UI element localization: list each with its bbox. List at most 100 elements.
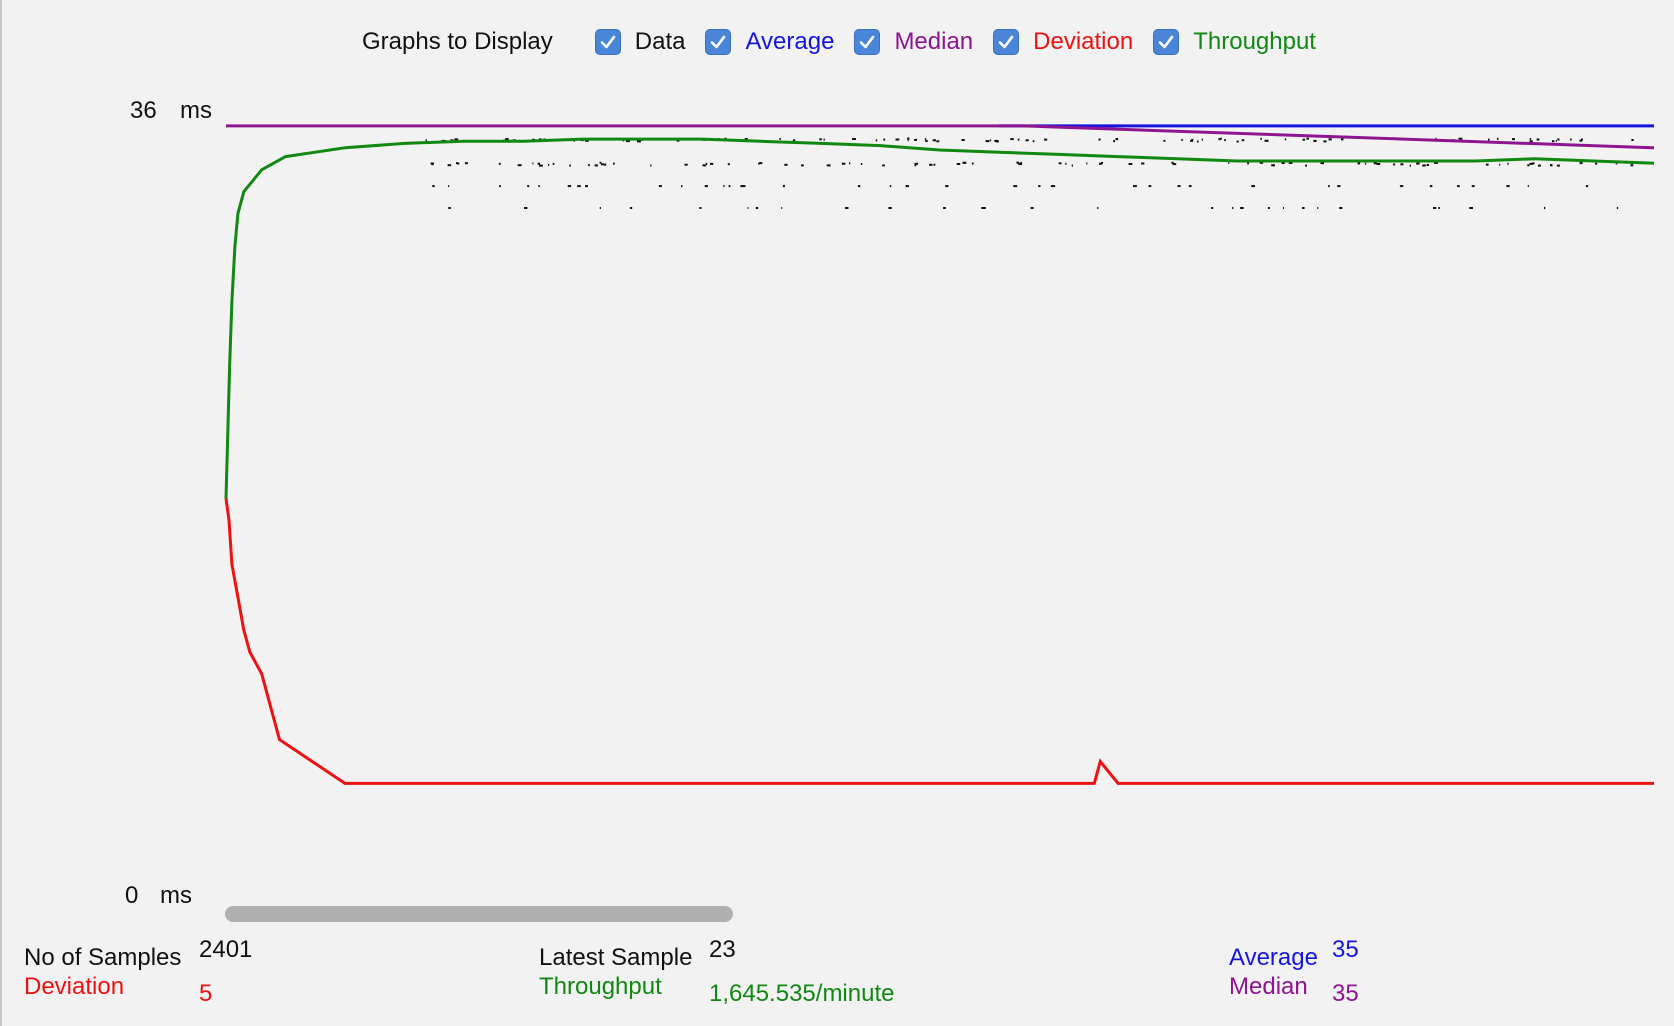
data-sample-point — [1485, 163, 1489, 166]
data-sample-point — [1536, 138, 1540, 141]
data-sample-point — [594, 164, 598, 167]
throughput-checkbox-group[interactable]: Throughput — [1153, 28, 1316, 56]
data-sample-point — [1305, 164, 1307, 167]
data-sample-point — [1232, 207, 1234, 209]
data-sample-point — [603, 163, 607, 166]
data-sample-point — [1141, 162, 1145, 165]
data-sample-point — [971, 162, 974, 165]
data-sample-point — [676, 139, 680, 142]
data-sample-point — [1220, 137, 1222, 140]
data-sample-point — [1016, 161, 1020, 164]
data-sample-point — [929, 163, 933, 166]
data-sample-point — [637, 140, 641, 143]
data-sample-point — [448, 207, 451, 209]
data-sample-point — [1116, 138, 1119, 140]
data-sample-point — [907, 137, 910, 140]
data-sample-point — [819, 138, 822, 141]
data-sample-point — [961, 139, 965, 141]
average-checkbox[interactable] — [705, 29, 732, 55]
throughput-checkbox[interactable] — [1153, 29, 1180, 55]
data-sample-point — [1544, 207, 1546, 209]
data-sample-point — [1190, 139, 1194, 142]
data-sample-point — [1429, 185, 1433, 188]
data-sample-point — [792, 139, 796, 142]
data-sample-point — [1058, 162, 1062, 165]
data-sample-point — [1247, 162, 1249, 165]
data-sample-point — [728, 185, 731, 188]
data-sample-point — [629, 207, 633, 209]
data-sample-point — [924, 138, 927, 141]
data-sample-point — [784, 163, 788, 166]
median-checkbox-group[interactable]: Median — [854, 28, 973, 56]
median-checkbox[interactable] — [854, 29, 881, 55]
data-sample-point — [1032, 140, 1035, 143]
data-checkbox-group[interactable]: Data — [594, 28, 686, 56]
data-sample-point — [1288, 161, 1293, 164]
data-sample-point — [1191, 138, 1194, 141]
data-sample-point — [933, 163, 936, 166]
data-sample-point — [1457, 185, 1460, 188]
data-sample-point — [956, 163, 961, 165]
data-sample-point — [1097, 207, 1099, 209]
data-sample-point — [849, 162, 851, 165]
data-sample-point — [1172, 163, 1177, 166]
median-label: Median — [1229, 973, 1308, 1000]
checkmark-icon — [998, 35, 1014, 49]
data-sample-point — [1499, 163, 1501, 166]
data-sample-point — [826, 164, 831, 167]
data-sample-point — [448, 185, 450, 188]
data-checkbox[interactable] — [594, 29, 621, 55]
data-sample-point — [1469, 207, 1473, 209]
data-sample-point — [1339, 207, 1343, 209]
deviation-checkbox[interactable] — [993, 29, 1020, 55]
data-sample-point — [1527, 164, 1530, 167]
data-sample-point — [1399, 185, 1404, 188]
data-sample-point — [962, 161, 966, 164]
graph-plot-area: 36 ms 0 ms — [2, 62, 1674, 932]
data-sample-point — [914, 164, 917, 167]
deviation-checkbox-group[interactable]: Deviation — [993, 28, 1133, 56]
data-sample-point — [759, 162, 763, 165]
data-sample-point — [943, 207, 946, 209]
data-sample-point — [454, 138, 459, 141]
data-sample-point — [548, 163, 550, 166]
data-sample-point — [782, 185, 785, 188]
data-sample-point — [1264, 139, 1267, 142]
data-sample-point — [985, 140, 990, 143]
data-sample-point — [936, 140, 940, 143]
data-sample-point — [1323, 140, 1327, 143]
data-sample-point — [852, 138, 856, 140]
data-sample-point — [552, 162, 555, 165]
data-sample-point — [1341, 138, 1344, 141]
data-sample-point — [447, 164, 452, 167]
latest-sample-value: 23 — [709, 936, 736, 963]
data-sample-point — [916, 138, 918, 141]
data-sample-point — [599, 207, 601, 209]
data-checkbox-label: Data — [634, 28, 686, 55]
checkmark-icon — [860, 35, 875, 49]
data-sample-point — [567, 185, 572, 188]
data-sample-point — [1364, 162, 1367, 165]
data-sample-point — [895, 138, 900, 141]
horizontal-scrollbar-thumb[interactable] — [225, 906, 733, 922]
data-sample-point — [1259, 161, 1264, 164]
data-sample-point — [932, 139, 936, 142]
data-sample-point — [1196, 140, 1199, 143]
data-sample-point — [517, 164, 522, 167]
samples-label: No of Samples — [24, 944, 182, 971]
graphs-to-display-bar: Graphs to Display Data Average Median De… — [2, 22, 1674, 62]
data-sample-point — [888, 207, 892, 209]
checkmark-icon — [600, 35, 616, 49]
latest-sample-label: Latest Sample — [539, 944, 693, 971]
data-sample-point — [1550, 164, 1553, 167]
data-sample-point — [1218, 138, 1221, 141]
data-sample-point — [1240, 207, 1244, 209]
deviation-series-line — [224, 498, 1654, 785]
data-sample-point — [464, 162, 468, 165]
data-sample-point — [704, 185, 708, 188]
data-sample-point — [1086, 162, 1088, 165]
average-checkbox-group[interactable]: Average — [705, 28, 834, 56]
data-sample-point — [1579, 139, 1583, 142]
data-sample-point — [989, 139, 992, 142]
